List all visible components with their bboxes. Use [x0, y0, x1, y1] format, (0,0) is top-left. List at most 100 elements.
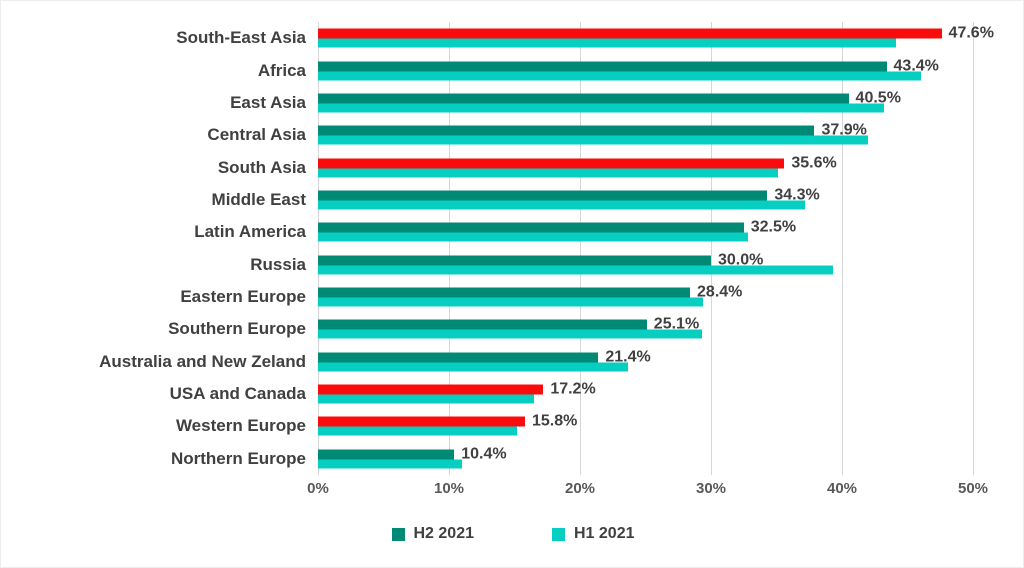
gridline: [711, 22, 712, 475]
legend-swatch-icon: [391, 527, 405, 541]
data-label: 43.4%: [893, 57, 939, 75]
bar-track: 47.6%: [318, 22, 1011, 54]
bar-pair: 34.3%: [318, 186, 1011, 210]
bar-h2-2021: [318, 125, 815, 136]
bar-h2-2021: [318, 255, 711, 266]
legend: H2 2021 H1 2021: [1, 525, 1023, 543]
gridline: [449, 22, 450, 475]
data-label: 30.0%: [718, 251, 764, 269]
chart-row: Australia and New Zeland 21.4%: [1, 346, 1011, 378]
chart-row: Latin America 32.5%: [1, 216, 1011, 248]
bar-h2-2021: [318, 449, 455, 460]
category-label: Northern Europe: [170, 448, 306, 468]
legend-label: H1 2021: [574, 525, 635, 542]
bar-h1-2021: [318, 71, 921, 81]
gridline: [318, 22, 319, 475]
category-label: South Asia: [217, 157, 306, 177]
chart-row: Africa 43.4%: [1, 54, 1011, 86]
data-label: 21.4%: [605, 348, 651, 366]
x-tick-label: 20%: [564, 480, 596, 497]
bar-pair: 37.9%: [318, 122, 1011, 145]
chart-row: South-East Asia 47.6%: [1, 22, 1011, 54]
bar-h1-2021: [318, 394, 535, 404]
category-label: USA and Canada: [169, 384, 306, 404]
bar-track: 28.4%: [318, 281, 1011, 313]
category-label: Russia: [250, 254, 306, 274]
category-label: Middle East: [211, 189, 306, 209]
chart-row: Southern Europe 25.1%: [1, 313, 1011, 345]
bar-h1-2021: [318, 265, 833, 275]
category-label: Australia and New Zeland: [99, 351, 306, 371]
bar-h2-2021: [318, 319, 647, 330]
category-label: Southern Europe: [168, 319, 306, 339]
bar-h1-2021: [318, 200, 806, 210]
bar-track: 34.3%: [318, 184, 1011, 216]
chart-row: USA and Canada 17.2%: [1, 378, 1011, 410]
data-label: 34.3%: [774, 186, 820, 204]
bar-h2-2021-highlighted: [318, 158, 785, 169]
bar-pair: 15.8%: [318, 413, 1011, 436]
bar-track: 43.4%: [318, 54, 1011, 86]
bar-h1-2021: [318, 135, 869, 145]
category-label: Western Europe: [175, 416, 306, 436]
bar-pair: 40.5%: [318, 89, 1011, 113]
bar-h1-2021: [318, 459, 463, 469]
x-tick-label: 50%: [957, 480, 989, 497]
bar-pair: 28.4%: [318, 284, 1011, 307]
bar-pair: 30.0%: [318, 251, 1011, 275]
category-label: Eastern Europe: [180, 287, 306, 307]
category-label: Central Asia: [207, 125, 306, 145]
bar-track: 10.4%: [318, 443, 1011, 475]
bar-pair: 35.6%: [318, 154, 1011, 178]
data-label: 40.5%: [855, 89, 901, 107]
bar-pair: 43.4%: [318, 57, 1011, 81]
bar-track: 40.5%: [318, 87, 1011, 119]
data-label: 37.9%: [821, 121, 867, 139]
data-label: 32.5%: [750, 218, 797, 236]
chart-row: Western Europe 15.8%: [1, 410, 1011, 442]
legend-item-h1-2021: H1 2021: [552, 525, 635, 543]
data-label: 17.2%: [550, 380, 596, 398]
legend-label: H2 2021: [413, 525, 475, 542]
bar-pair: 21.4%: [318, 348, 1011, 372]
x-tick-label: 10%: [433, 480, 465, 497]
data-label: 10.4%: [461, 445, 507, 463]
bar-h1-2021: [318, 329, 702, 339]
bar-pair: 10.4%: [318, 445, 1011, 469]
category-label: South-East Asia: [176, 28, 306, 48]
bar-h1-2021: [318, 362, 629, 372]
bar-h1-2021: [318, 38, 896, 48]
gridline: [842, 22, 843, 475]
bar-pair: 25.1%: [318, 316, 1011, 339]
bar-pair: 17.2%: [318, 381, 1011, 404]
bar-h1-2021: [318, 168, 778, 178]
chart-row: Central Asia 37.9%: [1, 119, 1011, 151]
x-axis: 0% 10% 20% 30% 40% 50%: [1, 480, 1023, 502]
chart-row: Russia 30.0%: [1, 249, 1011, 281]
bar-h2-2021: [318, 93, 849, 104]
x-tick-label: 30%: [695, 480, 727, 497]
bar-track: 15.8%: [318, 410, 1011, 442]
chart-row: Northern Europe 10.4%: [1, 443, 1011, 475]
bar-h1-2021: [318, 426, 518, 436]
data-label: 28.4%: [697, 283, 743, 301]
bar-h2-2021: [318, 222, 744, 233]
bar-h2-2021: [318, 352, 599, 363]
chart-row: Middle East 34.3%: [1, 184, 1011, 216]
bar-h2-2021-highlighted: [318, 28, 942, 39]
x-tick-label: 0%: [307, 480, 329, 497]
legend-swatch-icon: [552, 527, 565, 541]
bar-track: 35.6%: [318, 151, 1011, 183]
chart-row: Eastern Europe 28.4%: [1, 281, 1011, 313]
chart-row: South Asia 35.6%: [1, 151, 1011, 183]
chart-row: East Asia 40.5%: [1, 87, 1011, 119]
gridline-layer: [318, 22, 974, 475]
bar-h2-2021: [318, 287, 691, 298]
category-label: East Asia: [230, 92, 306, 112]
bar-h1-2021: [318, 297, 704, 307]
category-label: Latin America: [194, 222, 306, 242]
legend-item-h2-2021: H2 2021: [391, 525, 475, 543]
data-label: 35.6%: [791, 154, 837, 172]
bar-pair: 32.5%: [318, 219, 1011, 242]
